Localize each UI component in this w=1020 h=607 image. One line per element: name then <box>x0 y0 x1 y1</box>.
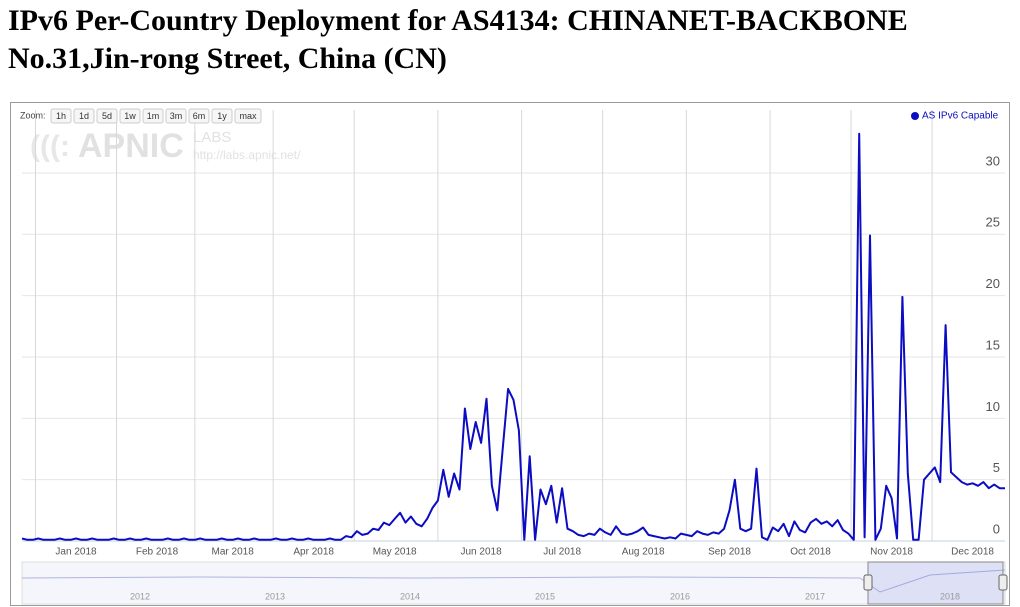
navigator-trace <box>21 569 1006 593</box>
watermark-labs: LABS <box>193 129 231 146</box>
x-tick-label: Oct 2018 <box>790 547 831 558</box>
y-tick-label: 5 <box>993 460 1000 475</box>
zoom-button-label[interactable]: 3m <box>170 111 183 121</box>
navigator-handle[interactable] <box>863 574 873 591</box>
zoom-button-label[interactable]: 1d <box>79 111 89 121</box>
watermark-logo-arcs: (((: <box>30 130 70 163</box>
zoom-button[interactable] <box>165 108 187 124</box>
zoom-button-label[interactable]: 6m <box>193 111 206 121</box>
zoom-button[interactable] <box>73 108 95 124</box>
navigator-label: 2018 <box>940 591 960 601</box>
zoom-label: Zoom: <box>20 110 46 120</box>
y-tick-label: 0 <box>993 521 1000 536</box>
zoom-button[interactable] <box>188 108 210 124</box>
zoom-button-label[interactable]: 1m <box>147 111 160 121</box>
zoom-button-label[interactable]: 1y <box>217 111 227 121</box>
x-tick-label: Dec 2018 <box>951 547 994 558</box>
navigator-label: 2016 <box>670 591 690 601</box>
navigator-label: 2014 <box>400 591 420 601</box>
zoom-button-label[interactable]: max <box>239 111 257 121</box>
zoom-button-label[interactable]: 5d <box>102 111 112 121</box>
x-tick-label: Jul 2018 <box>543 547 581 558</box>
x-tick-label: Nov 2018 <box>870 547 913 558</box>
zoom-button[interactable] <box>119 108 141 124</box>
y-tick-label: 25 <box>986 215 1000 230</box>
x-tick-label: May 2018 <box>373 547 417 558</box>
zoom-button[interactable] <box>234 108 262 124</box>
x-tick-label: Mar 2018 <box>212 547 255 558</box>
navigator-label: 2015 <box>535 591 555 601</box>
navigator-background <box>21 561 1006 605</box>
zoom-button[interactable] <box>96 108 118 124</box>
watermark: (((: APNIC LABS http://labs.apnic.net/ <box>30 127 301 165</box>
chart-title: IPv6 Per-Country Deployment for AS4134: … <box>8 4 908 37</box>
y-tick-label: 30 <box>986 153 1000 168</box>
navigator-window <box>867 561 1004 605</box>
zoom-button[interactable] <box>50 108 72 124</box>
y-tick-label: 20 <box>986 276 1000 291</box>
x-tick-label: Apr 2018 <box>293 547 334 558</box>
chart-frame <box>10 102 1010 606</box>
navigator-handle[interactable] <box>998 574 1008 591</box>
data-line <box>21 132 1005 541</box>
legend-label: AS IPv6 Capable <box>922 111 999 122</box>
y-tick-label: 15 <box>986 337 1000 352</box>
x-tick-label: Jan 2018 <box>55 547 97 558</box>
x-tick-label: Aug 2018 <box>622 547 665 558</box>
navigator-label: 2012 <box>130 591 150 601</box>
chart-title: No.31,Jin-rong Street, China (CN) <box>8 42 447 75</box>
zoom-button[interactable] <box>211 108 233 124</box>
y-tick-label: 10 <box>986 399 1000 414</box>
legend-marker <box>911 112 919 120</box>
x-tick-label: Jun 2018 <box>461 547 503 558</box>
zoom-button-label[interactable]: 1w <box>124 111 136 121</box>
navigator-label: 2013 <box>265 591 285 601</box>
zoom-button-label[interactable]: 1h <box>56 111 66 121</box>
zoom-button[interactable] <box>142 108 164 124</box>
watermark-logo: APNIC <box>78 127 184 165</box>
x-tick-label: Feb 2018 <box>136 547 179 558</box>
x-tick-label: Sep 2018 <box>708 547 751 558</box>
watermark-url: http://labs.apnic.net/ <box>193 148 301 162</box>
navigator-label: 2017 <box>805 591 825 601</box>
